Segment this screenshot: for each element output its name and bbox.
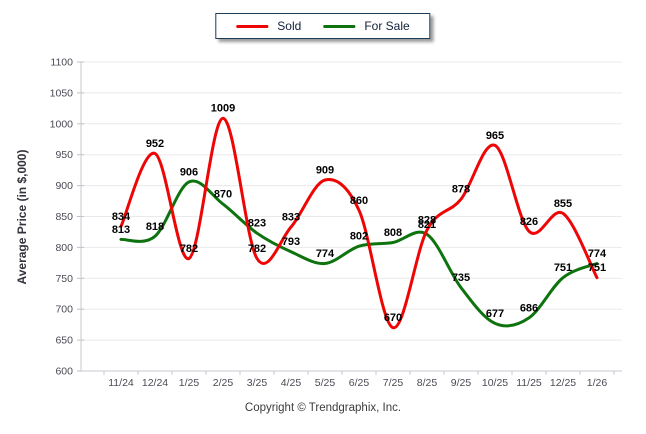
data-label: 909 xyxy=(316,165,334,177)
data-label: 821 xyxy=(418,219,436,231)
x-tick-label: 6/25 xyxy=(349,377,370,389)
data-label: 823 xyxy=(248,218,266,230)
copyright-text: Copyright © Trendgraphix, Inc. xyxy=(244,402,402,414)
y-axis-title: Average Price (in $,000) xyxy=(15,149,29,285)
data-label: 774 xyxy=(588,248,607,260)
data-label: 686 xyxy=(520,302,538,314)
y-tick-label: 1100 xyxy=(50,57,73,69)
data-label: 818 xyxy=(146,221,164,233)
x-tick-label: 2/25 xyxy=(213,377,234,389)
data-label: 965 xyxy=(486,130,504,142)
data-label: 782 xyxy=(248,243,266,255)
y-tick-label: 600 xyxy=(55,366,73,378)
for-sale-line xyxy=(119,179,599,328)
data-label: 952 xyxy=(146,138,164,150)
sold-line xyxy=(119,116,599,330)
data-label: 826 xyxy=(520,216,538,228)
data-label: 793 xyxy=(282,236,300,248)
x-tick-label: 7/25 xyxy=(383,377,404,389)
data-label: 813 xyxy=(112,224,130,236)
y-tick-label: 850 xyxy=(55,211,73,223)
x-tick-label: 1/25 xyxy=(179,377,200,389)
data-label: 808 xyxy=(384,227,402,239)
data-label: 870 xyxy=(214,189,232,201)
legend: Sold For Sale xyxy=(215,13,431,39)
x-tick-label: 3/25 xyxy=(247,377,268,389)
x-tick-label: 9/25 xyxy=(451,377,472,389)
x-tick-label: 8/25 xyxy=(417,377,438,389)
for-sale-labels: 813 818 906 870 823 793 774 802 808 821 735 677 686 7… xyxy=(112,166,607,320)
x-tick-label: 1/26 xyxy=(587,377,608,389)
legend-label-for-sale: For Sale xyxy=(364,19,410,33)
y-tick-label: 650 xyxy=(55,335,73,347)
x-tick-label: 11/24 xyxy=(108,377,134,389)
y-tick-label: 700 xyxy=(55,304,73,316)
data-label: 751 xyxy=(554,262,572,274)
data-label: 833 xyxy=(282,212,300,224)
y-tick-label: 1000 xyxy=(50,118,74,130)
data-label: 782 xyxy=(180,243,198,255)
data-label: 735 xyxy=(452,272,470,284)
data-label: 855 xyxy=(554,198,572,210)
y-tick-label: 1050 xyxy=(50,87,74,99)
data-label: 670 xyxy=(384,312,402,324)
x-tick-label: 12/24 xyxy=(142,377,168,389)
x-tick-label: 11/25 xyxy=(516,377,542,389)
gridlines: 600 650 700 750 800 850 900 950 1000 1050 1100 xyxy=(50,57,622,378)
x-tick-label: 4/25 xyxy=(281,377,302,389)
x-axis-ticks: 11/24 12/24 1/25 2/25 3/25 4/25 5/25 6/25 7/25 8/… xyxy=(103,371,615,389)
x-tick-label: 5/25 xyxy=(315,377,336,389)
sold-labels: 834 952 782 1009 782 833 909 860 670 828 878 965 826… xyxy=(112,103,606,325)
data-label: 751 xyxy=(588,262,606,274)
legend-item-sold: Sold xyxy=(236,19,301,33)
data-label: 906 xyxy=(180,166,198,178)
legend-item-for-sale: For Sale xyxy=(323,19,410,33)
data-label: 774 xyxy=(316,248,335,260)
data-label: 860 xyxy=(350,195,368,207)
data-label: 828 xyxy=(418,215,436,227)
sold-line-swatch-icon xyxy=(236,24,269,28)
y-tick-label: 900 xyxy=(55,180,73,192)
legend-label-sold: Sold xyxy=(277,19,302,33)
y-tick-label: 950 xyxy=(55,149,73,161)
x-tick-label: 12/25 xyxy=(550,377,576,389)
data-label: 834 xyxy=(112,211,131,223)
data-label: 802 xyxy=(350,231,368,243)
for-sale-line-swatch-icon xyxy=(323,24,356,28)
data-label: 1009 xyxy=(211,103,235,115)
data-label: 677 xyxy=(486,308,504,320)
data-label: 878 xyxy=(452,184,470,196)
y-tick-label: 800 xyxy=(55,242,73,254)
x-tick-label: 10/25 xyxy=(482,377,508,389)
y-tick-label: 750 xyxy=(55,273,73,285)
